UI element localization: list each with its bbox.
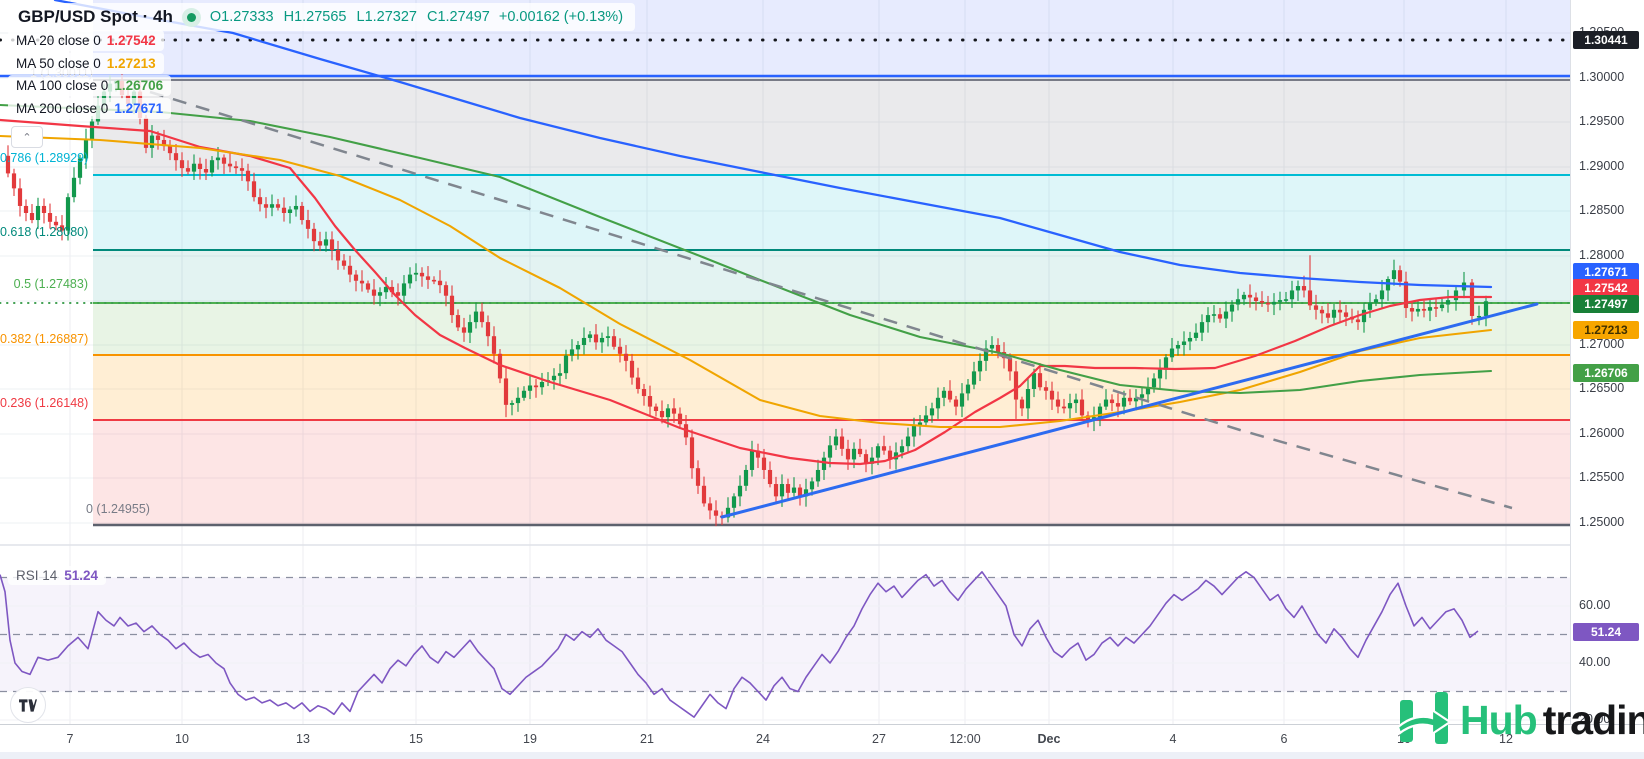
ohlc-h: H1.27565	[283, 9, 347, 25]
tradingview-logo[interactable]	[10, 687, 46, 723]
price-tick: 1.26500	[1579, 381, 1625, 395]
price-tick: 1.28000	[1579, 248, 1625, 262]
hubtrading-logo: Hubtrading	[1398, 690, 1644, 750]
rsi-badge: 51.24	[1573, 623, 1639, 641]
price-tick: 1.29000	[1579, 159, 1625, 173]
rsi-legend[interactable]: RSI 14 51.24	[8, 566, 107, 585]
ma-value: 1.27671	[114, 100, 164, 116]
fib-label-3: 0.382 (1.26887)	[0, 332, 89, 346]
price-badge: 1.27213	[1573, 321, 1639, 339]
price-badge: 1.27542	[1573, 279, 1639, 297]
rsi-value: 51.24	[64, 568, 99, 583]
time-tick: 10	[175, 732, 189, 746]
rsi-label: RSI 14	[16, 568, 58, 583]
ohlc-c: C1.27497	[426, 9, 490, 25]
fib-label-5: 0 (1.24955)	[86, 502, 150, 516]
symbol-legend[interactable]: GBP/USD Spot · 4h O1.27333 H1.27565 L1.273…	[6, 3, 636, 31]
fib-label-4: 0.236 (1.26148)	[0, 396, 89, 410]
time-tick: 7	[66, 732, 74, 746]
ohlc-l: L1.27327	[356, 9, 417, 25]
time-tick: 13	[296, 732, 310, 746]
time-tick: 27	[872, 732, 886, 746]
ma-label: MA 50 close 0	[16, 55, 101, 71]
price-tick: 1.25000	[1579, 515, 1625, 529]
ohlc-o: O1.27333	[209, 9, 274, 25]
fib-label-1: 0.618 (1.28080)	[0, 225, 89, 239]
ma-label: MA 100 close 0	[16, 78, 109, 94]
price-badge: 1.30441	[1573, 31, 1639, 49]
ma-label: MA 20 close 0	[16, 33, 101, 48]
price-axis[interactable]: 1.305001.300001.295001.290001.285001.280…	[1570, 0, 1644, 752]
tradingview-icon	[19, 698, 37, 712]
rsi-tick: 60.00	[1579, 598, 1611, 612]
time-tick: 4	[1169, 732, 1177, 746]
ma-value: 1.27213	[106, 55, 156, 71]
ohlc-values: O1.27333 H1.27565 L1.27327 C1.27497	[210, 9, 490, 25]
time-tick: 6	[1280, 732, 1288, 746]
market-status-icon	[181, 7, 201, 27]
brand-text-dark: trading	[1542, 697, 1644, 743]
ma-legend-row-3[interactable]: MA 100 close 0 1.26706	[8, 75, 172, 97]
change-value: +0.00162 (+0.13%)	[498, 9, 624, 25]
ma-legend-row-1[interactable]: MA 20 close 0 1.27542	[8, 30, 164, 51]
rsi-tick: 20.00	[1579, 712, 1611, 726]
ma-value: 1.26706	[114, 78, 164, 94]
time-tick: 24	[756, 732, 770, 746]
price-tick: 1.28500	[1579, 203, 1625, 217]
ma-value: 1.27542	[106, 33, 156, 48]
time-tick: Dec	[1037, 732, 1061, 746]
time-tick: 12	[1499, 732, 1513, 746]
bottom-strip	[0, 752, 1644, 759]
price-badge: 1.27671	[1573, 263, 1639, 281]
ma-legend-row-2[interactable]: MA 50 close 0 1.27213	[8, 52, 164, 74]
price-badge: 1.26706	[1573, 364, 1639, 382]
ma-legend-row-4[interactable]: MA 200 close 0 1.27671	[8, 97, 172, 119]
price-tick: 1.30000	[1579, 70, 1625, 84]
time-tick: 15	[409, 732, 423, 746]
fib-label-2: 0.5 (1.27483)	[13, 277, 88, 291]
symbol-title: GBP/USD Spot · 4h	[18, 7, 173, 26]
time-tick: 19	[523, 732, 537, 746]
rsi-tick: 40.00	[1579, 655, 1611, 669]
time-tick: 12:00	[949, 732, 981, 746]
chevron-up-icon: ⌃	[22, 131, 32, 144]
collapse-legend-button[interactable]: ⌃	[11, 126, 43, 148]
price-badge: 1.27497	[1573, 295, 1639, 313]
fib-label-0: 0.786 (1.28929)	[0, 151, 89, 165]
price-tick: 1.27000	[1579, 337, 1625, 351]
time-tick: 21	[640, 732, 654, 746]
price-tick: 1.25500	[1579, 470, 1625, 484]
price-tick: 1.26000	[1579, 426, 1625, 440]
ma-label: MA 200 close 0	[16, 100, 109, 116]
price-tick: 1.29500	[1579, 114, 1625, 128]
hubtrading-icon	[1398, 692, 1452, 744]
brand-text-green: Hub	[1460, 697, 1538, 743]
